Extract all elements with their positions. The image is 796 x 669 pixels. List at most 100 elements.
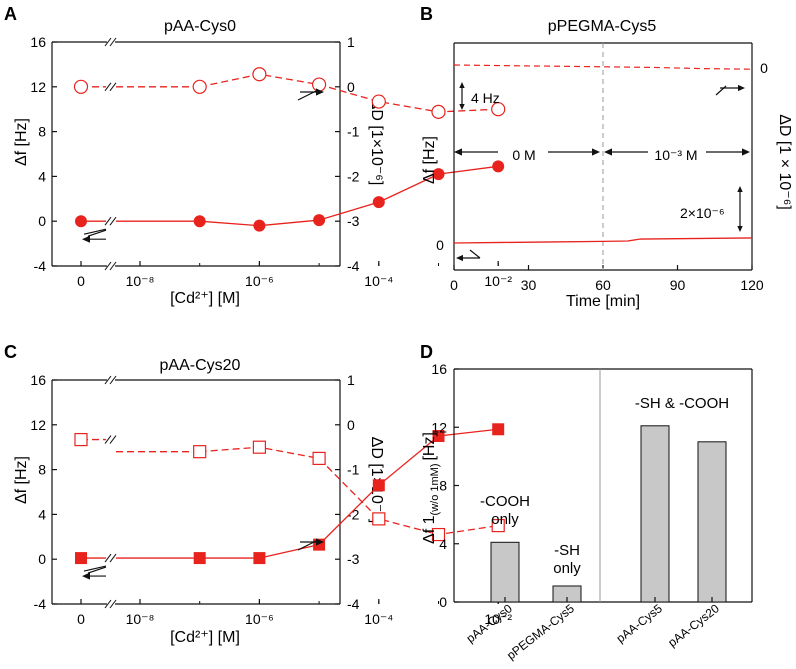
panel-c-left-arrow-diag — [87, 566, 107, 574]
panel-c-title: pAA-Cys20 — [160, 357, 241, 374]
panel-c-right-tick-label: -4 — [347, 596, 360, 612]
panel-b-period2-head-left — [604, 148, 612, 156]
panel-a-dd-point-1 — [192, 79, 207, 94]
panel-a: A pAA-Cys0 Δf [Hz] ΔD [1×10⁻⁶] [Cd²⁺] [M… — [4, 4, 512, 307]
panel-a-df-point-1 — [193, 215, 206, 228]
panel-d-bar-3 — [697, 441, 727, 603]
panel-c-left-tick-label: 12 — [30, 417, 46, 433]
panel-d-bar-0 — [490, 541, 520, 603]
panel-a-df-line-break-0 — [104, 216, 112, 226]
panel-b-scale-frequency: 4 Hz — [471, 90, 500, 106]
panel-c-dd-line — [199, 446, 499, 536]
panel-c-xlabel: [Cd²⁺] [M] — [170, 629, 240, 646]
panel-d-y-tick-label: 8 — [439, 478, 447, 494]
panel-b-left-zero: 0 — [436, 237, 444, 253]
panel-d-annotation-sh-only: only — [553, 560, 581, 577]
panel-c-left-arrow-head — [82, 572, 90, 580]
panel-c-df-point-5 — [432, 430, 445, 442]
panel-c-dd-point-5 — [431, 527, 446, 542]
panel-a-left-tick-label: 12 — [30, 79, 46, 95]
panel-a-right-ylabel: ΔD [1×10⁻⁶] — [368, 99, 385, 186]
panel-a-title: pAA-Cys0 — [164, 18, 236, 35]
panel-c-df-point-2 — [253, 552, 266, 565]
panel-a-dd-point-6 — [491, 102, 506, 117]
panel-d-category-label-1: pPEGMA-Cys5 — [504, 601, 577, 662]
panel-a-dd-point-0 — [73, 79, 89, 94]
panel-d-category-label-3: pAA-Cys20 — [665, 601, 722, 650]
panel-b-right-arrow-diag — [715, 85, 727, 96]
panel-c-left-tick-label: 0 — [38, 551, 46, 567]
panel-c-df-point-6 — [492, 423, 505, 436]
panel-a-x-tick-label: 0 — [77, 273, 85, 289]
panel-a-right-tick-label: -3 — [347, 213, 360, 229]
panel-c-right-tick-label: 1 — [347, 372, 355, 388]
panel-b-left-arrow-diag — [469, 249, 481, 259]
panel-a-left-arrow-tail — [83, 228, 107, 235]
panel-c-dd-point-0 — [74, 432, 88, 447]
panel-c-right-arrow-head — [316, 538, 324, 546]
panel-a-right-arrow-head — [316, 88, 324, 96]
panel-a-df-line — [199, 165, 499, 227]
panel-b-left-arrow-head — [456, 254, 463, 262]
panel-a-right-tick-label: -4 — [347, 258, 360, 274]
panel-c-left-arrow-tail — [83, 565, 107, 572]
panel-a-axis-break-0-1 — [109, 37, 117, 47]
panel-b-period1-head-left — [454, 148, 462, 156]
panel-b-right-zero: 0 — [760, 60, 768, 76]
panel-b-diss-scale-down — [737, 226, 743, 232]
panel-b-diss-scale-up — [737, 186, 743, 192]
panel-b-letter: B — [420, 4, 433, 24]
panel-c-axes: -4 0 4 8 12 16 -4 -3 -2 -1 0 1 0 10⁻⁸ 10⁻⁶ 10⁻⁴ 10⁻² — [30, 372, 512, 627]
panel-d-annotation-sh-cooh: -SH & -COOH — [635, 395, 729, 412]
panel-a-x-tick-label: 10⁻⁸ — [126, 273, 155, 289]
panel-a-df-point-5 — [432, 168, 445, 181]
panel-c-right-tick-label: 0 — [347, 417, 355, 433]
panel-d-category-label-2: pAA-Cys5 — [614, 601, 665, 645]
panel-b-period-1e-3m: 10⁻³ M — [654, 147, 697, 163]
panel-c-df-point-1 — [193, 552, 206, 565]
panel-c-x-tick-label: 10⁻² — [484, 611, 512, 627]
panel-b-left-ylabel: Δf [Hz] — [421, 136, 438, 184]
panel-c-axis-break-1-1 — [109, 599, 117, 609]
panel-b-right-ylabel: ΔD [1 × 10⁻⁶] — [776, 114, 793, 210]
panel-a-df-point-2 — [253, 219, 266, 232]
panel-c-dd-point-3 — [312, 451, 326, 465]
panel-a-df-point-6 — [492, 160, 505, 173]
panel-b-freq-scale-down — [459, 104, 465, 110]
panel-c-x-tick-label: 0 — [77, 611, 85, 627]
panel-b-scale-dissipation: 2×10⁻⁶ — [680, 205, 725, 221]
panel-d-annotation-sh: -SH — [554, 542, 580, 559]
panel-a-axes: -4 0 4 8 12 16 -4 -3 -2 -1 0 1 0 10⁻⁸ 10⁻⁶ 10⁻⁴ 10⁻² — [30, 34, 512, 289]
panel-c-right-tick-label: -2 — [347, 506, 360, 522]
panel-a-axis-break-1-0 — [104, 261, 112, 271]
panel-c-dd-point-6 — [491, 518, 505, 533]
panel-a-left-arrow-diag — [87, 229, 107, 237]
panel-a-axis-break-0-0 — [104, 37, 112, 47]
panel-a-right-tick-label: 1 — [347, 34, 355, 50]
panel-a-df-point-3 — [313, 214, 326, 227]
panel-a-df-line-break-1 — [109, 216, 117, 226]
panel-a-dd-line — [199, 73, 499, 113]
panel-a-dd-point-5 — [431, 104, 446, 119]
panel-c-x-tick-label: 10⁻⁴ — [364, 611, 393, 627]
panel-a-letter: A — [4, 4, 17, 24]
panel-c-right-tick-label: -1 — [347, 462, 360, 478]
panel-a-dd-point-3 — [312, 77, 327, 92]
panel-a-df-point-4 — [372, 196, 385, 209]
panel-a-right-tick-label: -1 — [347, 124, 360, 140]
panel-d: D Δf 1(w/o 1mM)[Hz] -COOH only -SH only … — [420, 342, 753, 662]
panel-a-left-tick-label: 0 — [38, 213, 46, 229]
panel-b-x-tick-label: 0 — [450, 277, 458, 293]
panel-a-dd-line-break-1 — [109, 82, 117, 92]
panel-c-df-line — [199, 428, 499, 559]
panel-c-x-tick-label: 10⁻⁸ — [126, 611, 155, 627]
panel-c-dd-line-break-1 — [109, 435, 117, 444]
panel-c-axis-break-0-1 — [109, 375, 117, 385]
panel-c-dd-point-1 — [193, 445, 207, 459]
panel-a-right-tick-label: -2 — [347, 168, 360, 184]
panel-a-xlabel: [Cd²⁺] [M] — [170, 290, 240, 307]
panel-a-x-tick-label: 10⁻² — [484, 273, 512, 289]
panel-a-left-tick-label: -4 — [34, 258, 47, 274]
panel-a-dd-point-2 — [252, 67, 267, 82]
